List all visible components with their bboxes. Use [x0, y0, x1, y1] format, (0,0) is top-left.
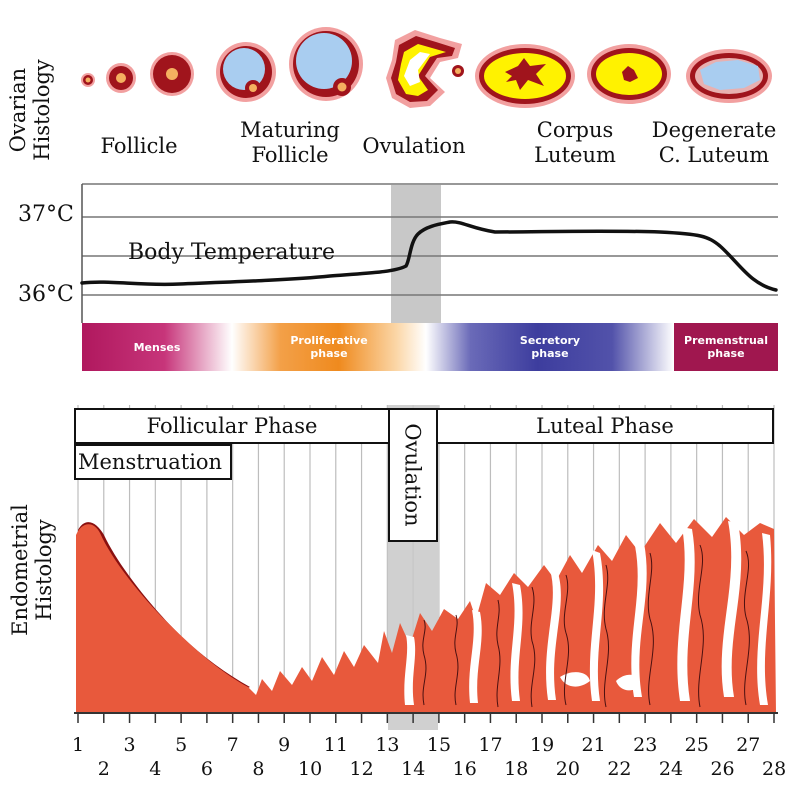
day-number: 13: [375, 734, 400, 756]
day-number: 17: [478, 734, 503, 756]
stage-label-degenerate-line2: C. Luteum: [658, 143, 770, 167]
day-number: 10: [298, 758, 323, 780]
ovulation-rupture: [386, 30, 464, 108]
endometrial-axis-label-line1: Endometrial: [8, 504, 32, 636]
endometrial-axis-label-line2: Histology: [32, 519, 56, 621]
day-number: 12: [349, 758, 374, 780]
day-number: 11: [323, 734, 348, 756]
follicular-phase-box: Follicular Phase: [74, 408, 390, 444]
day-ticks: [77, 713, 775, 723]
temperature-curve: [80, 220, 778, 292]
band-proliferative-line1: Proliferative: [290, 334, 368, 347]
day-number: 2: [97, 758, 110, 780]
temp-tick-36: 36°C: [18, 282, 74, 307]
stage-label-ovulation-line1: Ovulation: [362, 134, 466, 158]
temperature-label: Body Temperature: [128, 240, 336, 265]
band-proliferative: Proliferative phase: [232, 323, 426, 371]
day-number: 1: [71, 734, 85, 756]
stage-label-ovulation: Ovulation: [352, 134, 476, 159]
day-number: 18: [504, 758, 529, 780]
stage-label-degenerate-corpus-luteum: Degenerate C. Luteum: [646, 118, 782, 168]
gland-gaps: [404, 521, 772, 705]
menstruation-box: Menstruation: [74, 444, 232, 480]
temperature-chart: [80, 183, 778, 325]
ovulation-box-label: Ovulation: [401, 423, 426, 527]
band-secretory-line2: phase: [531, 347, 569, 360]
endometrial-tissue: [76, 517, 776, 713]
stage-label-degenerate-line1: Degenerate: [651, 118, 777, 142]
day-number: 25: [684, 734, 709, 756]
stage-label-maturing-line2: Follicle: [251, 143, 329, 167]
stage-label-corpus-line2: Luteum: [534, 143, 616, 167]
day-number: 5: [175, 734, 188, 756]
maturing-follicle-2: [289, 27, 363, 101]
day-number: 15: [426, 734, 452, 756]
band-proliferative-line2: phase: [310, 347, 348, 360]
luteal-phase-box: Luteal Phase: [436, 408, 774, 444]
day-number: 7: [226, 734, 239, 756]
spiral-arteries: [422, 544, 750, 708]
stage-label-follicle: Follicle: [84, 134, 194, 159]
day-number: 4: [149, 758, 162, 780]
ovulation-shade-temp: [391, 185, 441, 325]
corpus-luteum-large: [475, 44, 575, 108]
day-number: 23: [633, 734, 658, 756]
day-number: 8: [252, 758, 265, 780]
follicle-medium: [150, 52, 194, 96]
follicle-small-2: [106, 63, 136, 93]
stage-label-maturing-line1: Maturing: [240, 118, 340, 142]
stage-label-follicle-line1: Follicle: [100, 134, 178, 158]
day-number: 28: [762, 758, 787, 780]
day-number: 14: [401, 758, 426, 780]
band-premenstrual-line1: Premenstrual: [684, 334, 768, 347]
maturing-follicle-1: [216, 42, 276, 102]
day-number: 3: [123, 734, 136, 756]
stage-label-maturing-follicle: Maturing Follicle: [230, 118, 350, 168]
day-number: 26: [710, 758, 735, 780]
stage-label-corpus-line1: Corpus: [536, 118, 614, 142]
day-number: 22: [607, 758, 632, 780]
band-secretory: Secretory phase: [426, 323, 674, 371]
day-number: 16: [452, 758, 477, 780]
endometrial-axis-label: Endometrial Histology: [8, 480, 56, 660]
day-number: 6: [200, 758, 213, 780]
day-number: 27: [736, 734, 761, 756]
band-premenstrual: Premenstrual phase: [674, 323, 778, 371]
band-menses-label: Menses: [133, 340, 181, 354]
endometrial-chart: [74, 405, 778, 730]
day-number: 20: [555, 758, 580, 780]
degenerate-corpus-luteum: [686, 49, 772, 103]
day-number: 24: [658, 758, 684, 780]
day-number: 9: [278, 734, 291, 756]
temp-tick-37: 37°C: [18, 202, 74, 227]
ovulation-box: Ovulation: [388, 408, 438, 542]
band-secretory-line1: Secretory: [519, 334, 581, 347]
corpus-luteum-small: [587, 44, 671, 104]
band-menses: Menses: [82, 323, 232, 371]
ovarian-stages-illustration: [81, 27, 772, 108]
day-number: 19: [530, 734, 555, 756]
band-premenstrual-line2: phase: [707, 347, 745, 360]
day-number: 21: [581, 734, 606, 756]
stage-label-corpus-luteum: Corpus Luteum: [520, 118, 630, 168]
follicle-small-1: [81, 73, 95, 87]
